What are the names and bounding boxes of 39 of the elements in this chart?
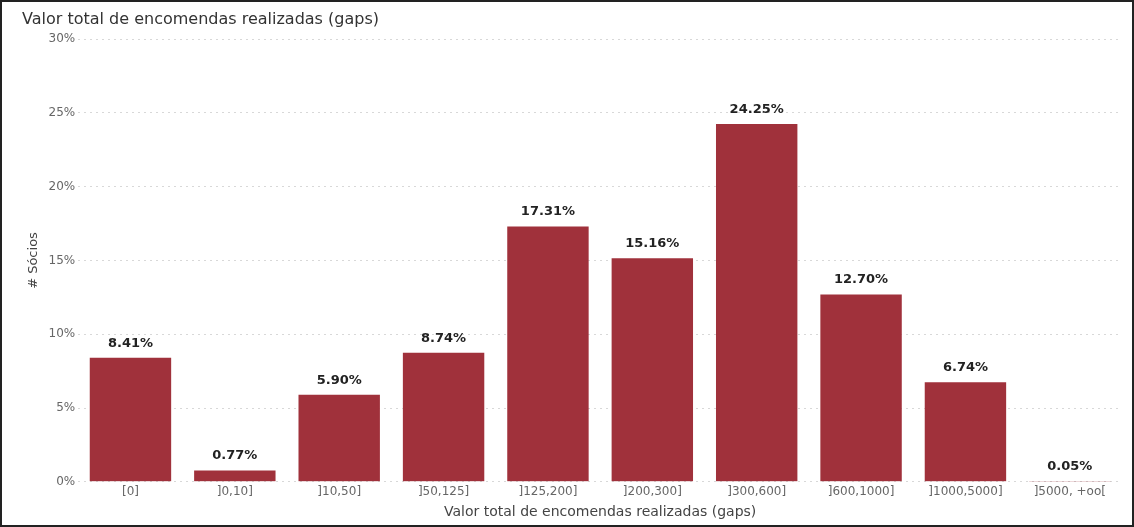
- bar: [402, 352, 485, 482]
- chart-title: Valor total de encomendas realizadas (gaps): [22, 8, 379, 28]
- x-tick-label: ]10,50]: [317, 484, 362, 499]
- x-tick-label: ]0,10]: [216, 484, 253, 499]
- data-label: 0.77%: [212, 447, 258, 463]
- x-tick-label: ]5000, +oo[: [1033, 484, 1106, 499]
- y-tick-label: 10%: [48, 326, 76, 341]
- y-tick-label: 15%: [48, 252, 76, 267]
- x-tick-label: [0]: [121, 484, 139, 499]
- y-tick-label: 0%: [56, 473, 76, 488]
- bar: [194, 470, 276, 482]
- x-tick-label: ]1000,5000]: [928, 484, 1003, 499]
- x-tick-label: ]300,600]: [727, 484, 787, 499]
- data-label: 17.31%: [520, 203, 576, 219]
- data-label: 8.74%: [421, 329, 467, 345]
- x-tick-label: ]125,200]: [518, 484, 578, 499]
- bar: [611, 258, 694, 482]
- data-label: 5.90%: [316, 371, 362, 387]
- x-tick-label: ]50,125]: [417, 484, 470, 499]
- data-label: 15.16%: [625, 235, 680, 251]
- y-tick-label: 20%: [48, 178, 76, 193]
- data-label: 6.74%: [942, 359, 988, 375]
- y-axis-title: # Sócios: [25, 231, 41, 289]
- bar: [820, 294, 902, 482]
- bar: [924, 382, 1007, 482]
- y-tick-label: 5%: [56, 400, 76, 415]
- data-label: 12.70%: [833, 271, 889, 287]
- x-tick-label: ]200,300]: [622, 484, 682, 499]
- data-label: 8.41%: [107, 334, 154, 350]
- x-tick-label: ]600,1000]: [827, 484, 895, 499]
- y-tick-label: 25%: [48, 105, 76, 120]
- x-axis-title: Valor total de encomendas realizadas (gaps): [443, 503, 757, 520]
- bar: [89, 357, 172, 482]
- y-tick-label: 30%: [48, 31, 76, 46]
- bar: [507, 226, 589, 482]
- data-label: 24.25%: [729, 100, 784, 116]
- bar: [715, 124, 798, 482]
- bar: [298, 394, 380, 482]
- data-label: 0.05%: [1047, 457, 1093, 473]
